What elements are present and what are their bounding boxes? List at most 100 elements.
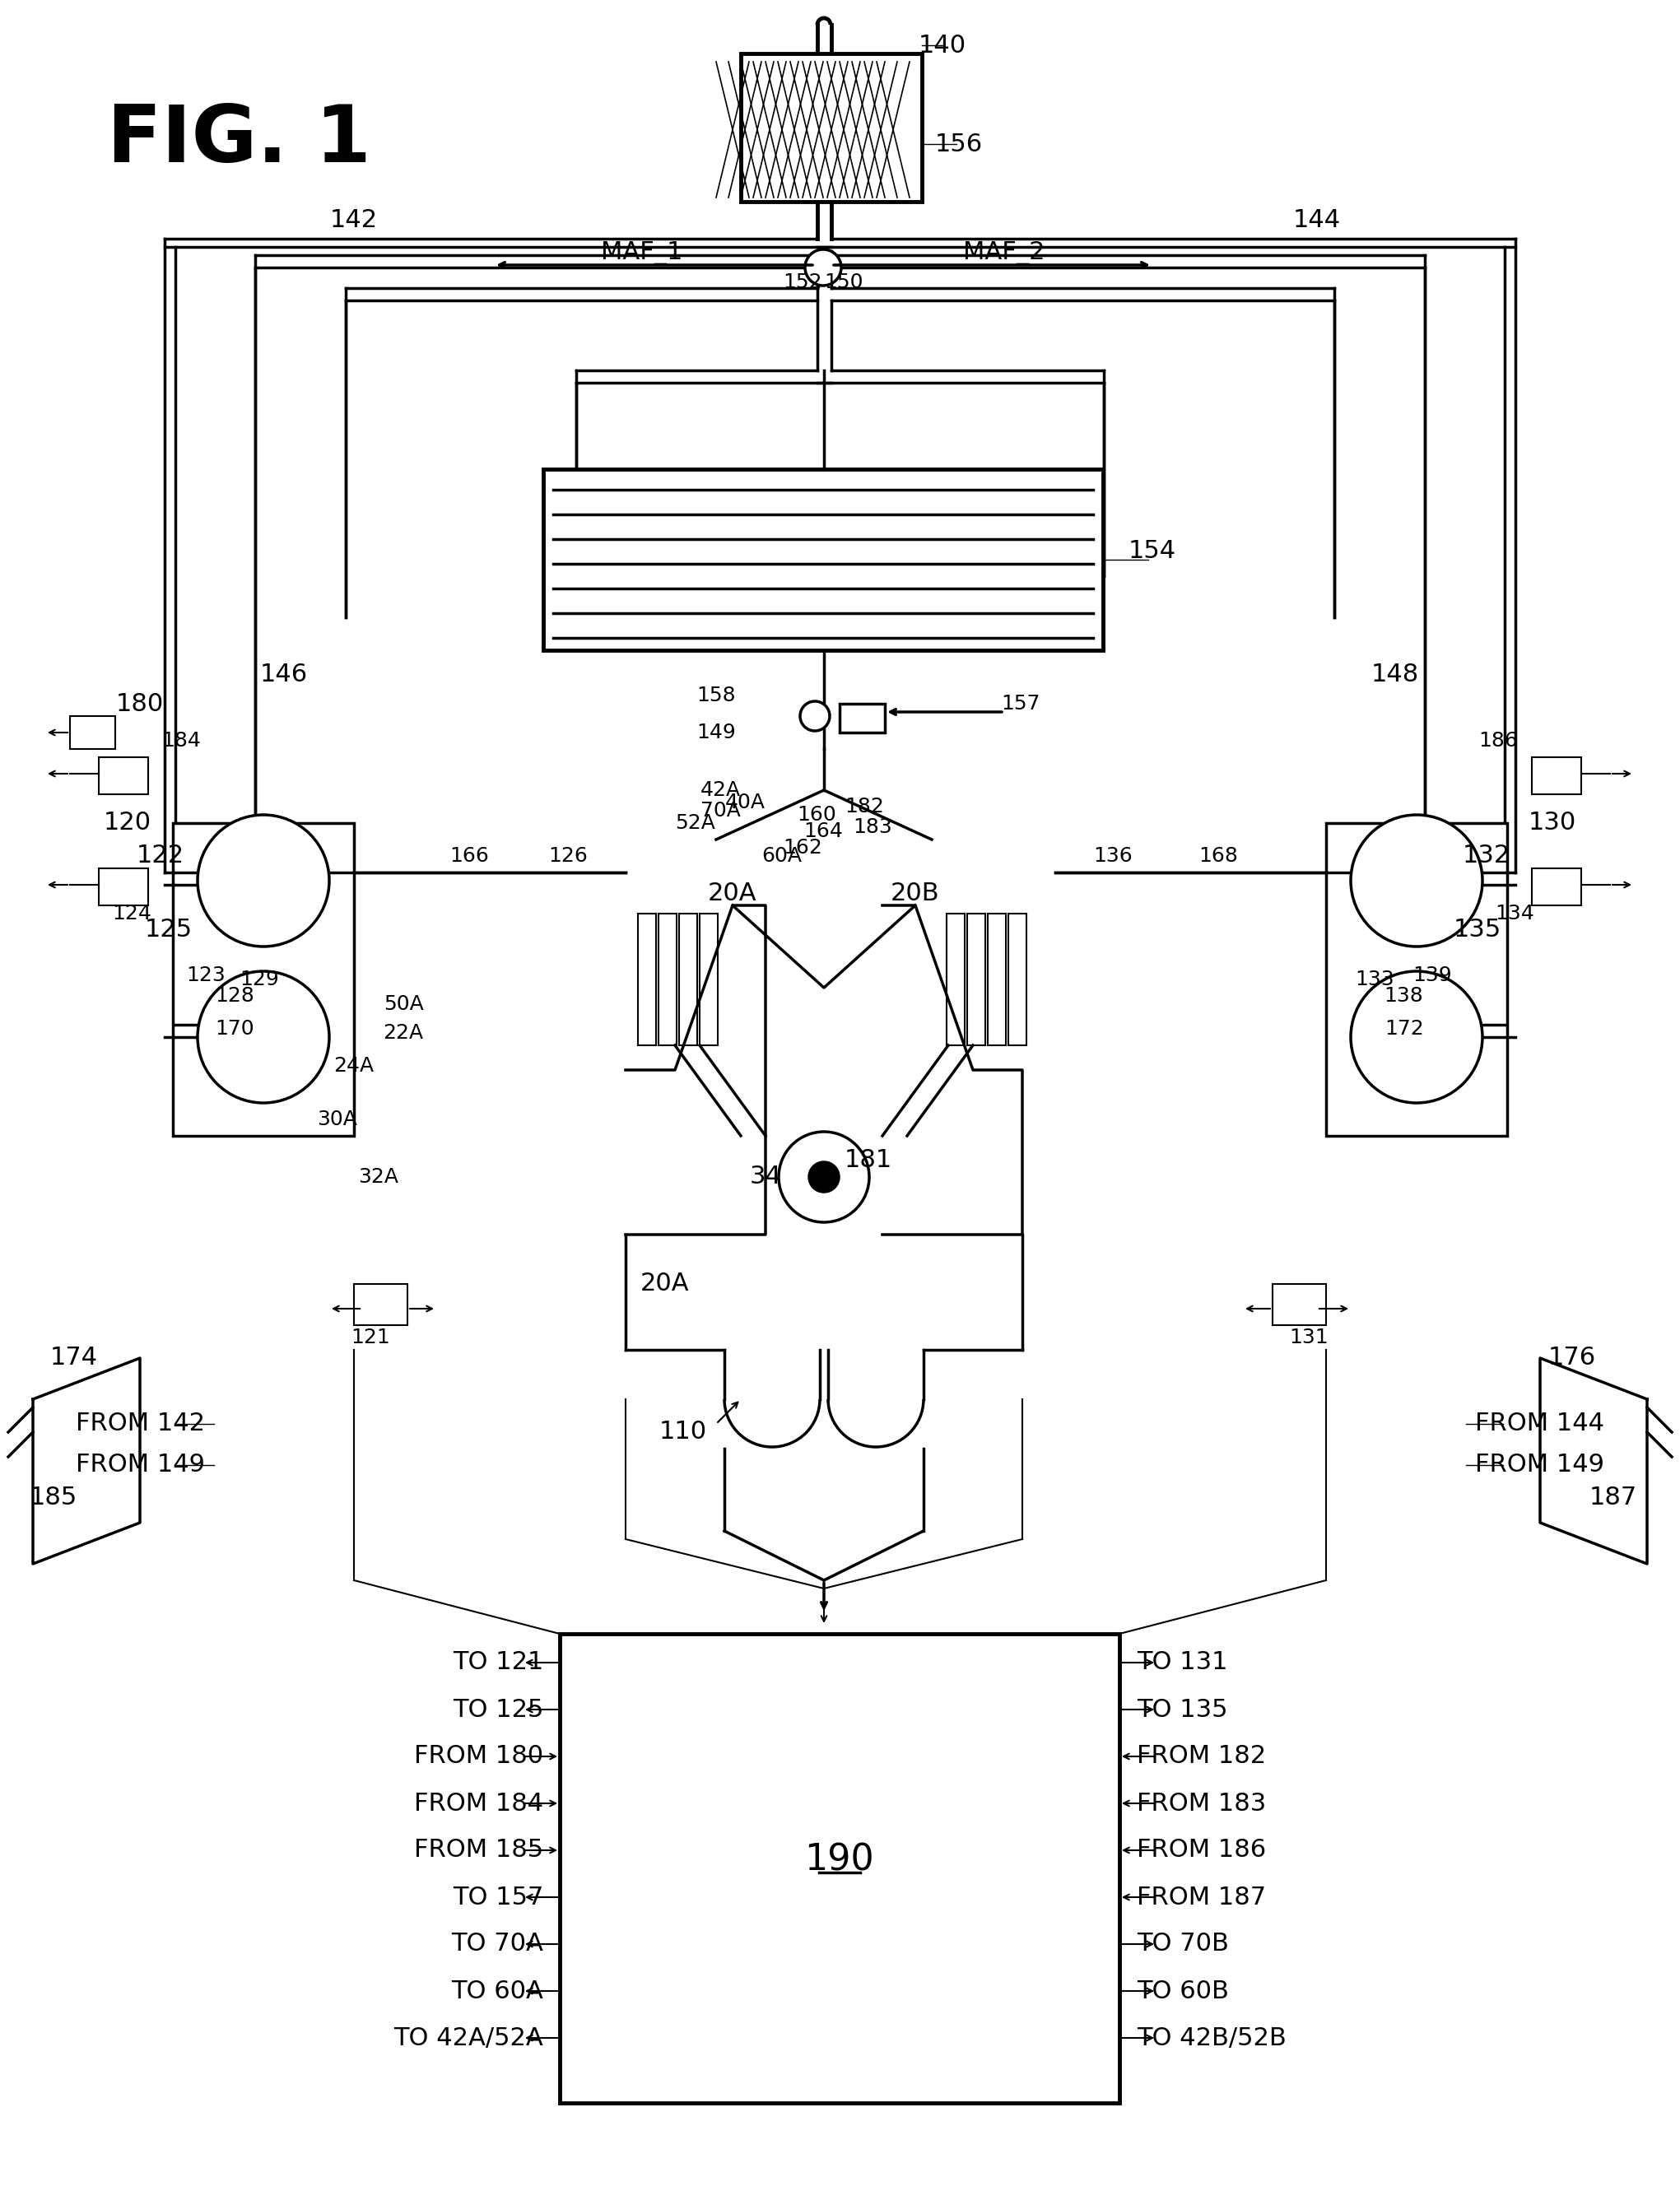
Text: 136: 136 [1094,847,1132,867]
Circle shape [800,701,830,730]
Bar [946,913,964,1045]
Text: FROM 180: FROM 180 [413,1744,543,1768]
Text: 123: 123 [186,966,225,986]
Text: FROM 142: FROM 142 [76,1411,205,1435]
Text: 176: 176 [1549,1345,1596,1369]
Text: TO 60A: TO 60A [452,1980,543,2002]
Text: 124: 124 [113,904,151,924]
Bar [559,1634,1119,2104]
Text: 190: 190 [805,1843,875,1879]
Circle shape [805,249,842,287]
Text: 131: 131 [1289,1327,1329,1347]
Text: TO 42A/52A: TO 42A/52A [393,2026,543,2051]
Text: MAF_2: MAF_2 [963,243,1045,265]
Text: FIG. 1: FIG. 1 [108,101,371,179]
Text: TO 135: TO 135 [1137,1698,1228,1722]
Text: 150: 150 [825,273,864,293]
Text: TO 70B: TO 70B [1137,1932,1228,1956]
Text: FROM 149: FROM 149 [1475,1453,1604,1477]
Text: 122: 122 [136,845,185,869]
Text: 135: 135 [1453,917,1502,942]
Text: 42A: 42A [701,781,741,800]
Bar [71,717,116,750]
Text: 129: 129 [240,970,279,990]
Text: FROM 185: FROM 185 [413,1839,543,1863]
Text: 172: 172 [1384,1019,1425,1039]
Text: 166: 166 [450,847,489,867]
Text: 162: 162 [783,838,822,858]
Text: 50A: 50A [383,994,423,1014]
Text: TO 70A: TO 70A [452,1932,543,1956]
Text: 182: 182 [845,796,884,816]
Bar [1272,1283,1326,1325]
Text: FROM 183: FROM 183 [1137,1790,1267,1815]
Text: TO 157: TO 157 [452,1885,543,1910]
Bar [659,913,677,1045]
Text: 20A: 20A [707,882,758,904]
Text: 146: 146 [260,664,307,686]
Text: TO 42B/52B: TO 42B/52B [1137,2026,1287,2051]
Bar [173,822,354,1136]
Bar [679,913,697,1045]
Text: FROM 184: FROM 184 [413,1790,543,1815]
Text: 154: 154 [1129,540,1176,564]
Bar [1532,869,1581,906]
Circle shape [1351,816,1482,946]
Text: 139: 139 [1413,966,1452,986]
Text: FROM 144: FROM 144 [1475,1411,1604,1435]
Bar [840,703,885,732]
Text: 181: 181 [845,1149,892,1173]
Bar [543,470,1104,650]
Text: 134: 134 [1495,904,1534,924]
Text: 60A: 60A [761,847,801,867]
Text: 180: 180 [116,692,165,717]
Bar [638,913,655,1045]
Bar [1326,822,1507,1136]
Bar [968,913,984,1045]
Text: 121: 121 [351,1327,390,1347]
Text: FROM 186: FROM 186 [1137,1839,1267,1863]
Text: TO 131: TO 131 [1137,1652,1228,1674]
Text: 120: 120 [104,811,151,836]
Text: 34: 34 [749,1164,781,1188]
Bar [354,1283,408,1325]
Text: TO 60B: TO 60B [1137,1980,1228,2002]
Text: 126: 126 [548,847,588,867]
Text: 152: 152 [783,273,822,293]
Text: 148: 148 [1371,664,1420,686]
Text: MAF_1: MAF_1 [601,243,684,265]
Circle shape [1351,970,1482,1102]
Text: 183: 183 [853,818,892,838]
Text: TO 125: TO 125 [452,1698,543,1722]
Text: 160: 160 [796,805,837,825]
Text: 20B: 20B [890,882,939,904]
Text: FROM 182: FROM 182 [1137,1744,1267,1768]
Text: 138: 138 [1384,986,1423,1005]
Text: 40A: 40A [724,792,764,811]
Bar [699,913,717,1045]
Text: 149: 149 [697,723,736,743]
Text: TO 121: TO 121 [452,1652,543,1674]
Text: 24A: 24A [334,1056,375,1076]
Text: 158: 158 [697,686,736,706]
Bar [988,913,1006,1045]
Polygon shape [1541,1358,1646,1563]
Bar [99,869,148,906]
Text: 164: 164 [803,822,843,840]
Text: 110: 110 [659,1420,707,1444]
Bar [741,53,922,201]
Text: 125: 125 [144,917,193,942]
Text: 184: 184 [161,730,202,750]
Text: 20A: 20A [640,1272,689,1297]
Polygon shape [34,1358,139,1563]
Text: 132: 132 [1463,845,1510,869]
Circle shape [198,970,329,1102]
Text: FROM 187: FROM 187 [1137,1885,1267,1910]
Text: 174: 174 [50,1345,97,1369]
Text: 186: 186 [1478,730,1517,750]
Text: 142: 142 [329,209,378,232]
Text: 140: 140 [919,33,966,57]
Text: 32A: 32A [358,1166,398,1186]
Bar [99,756,148,794]
Text: FROM 149: FROM 149 [76,1453,205,1477]
